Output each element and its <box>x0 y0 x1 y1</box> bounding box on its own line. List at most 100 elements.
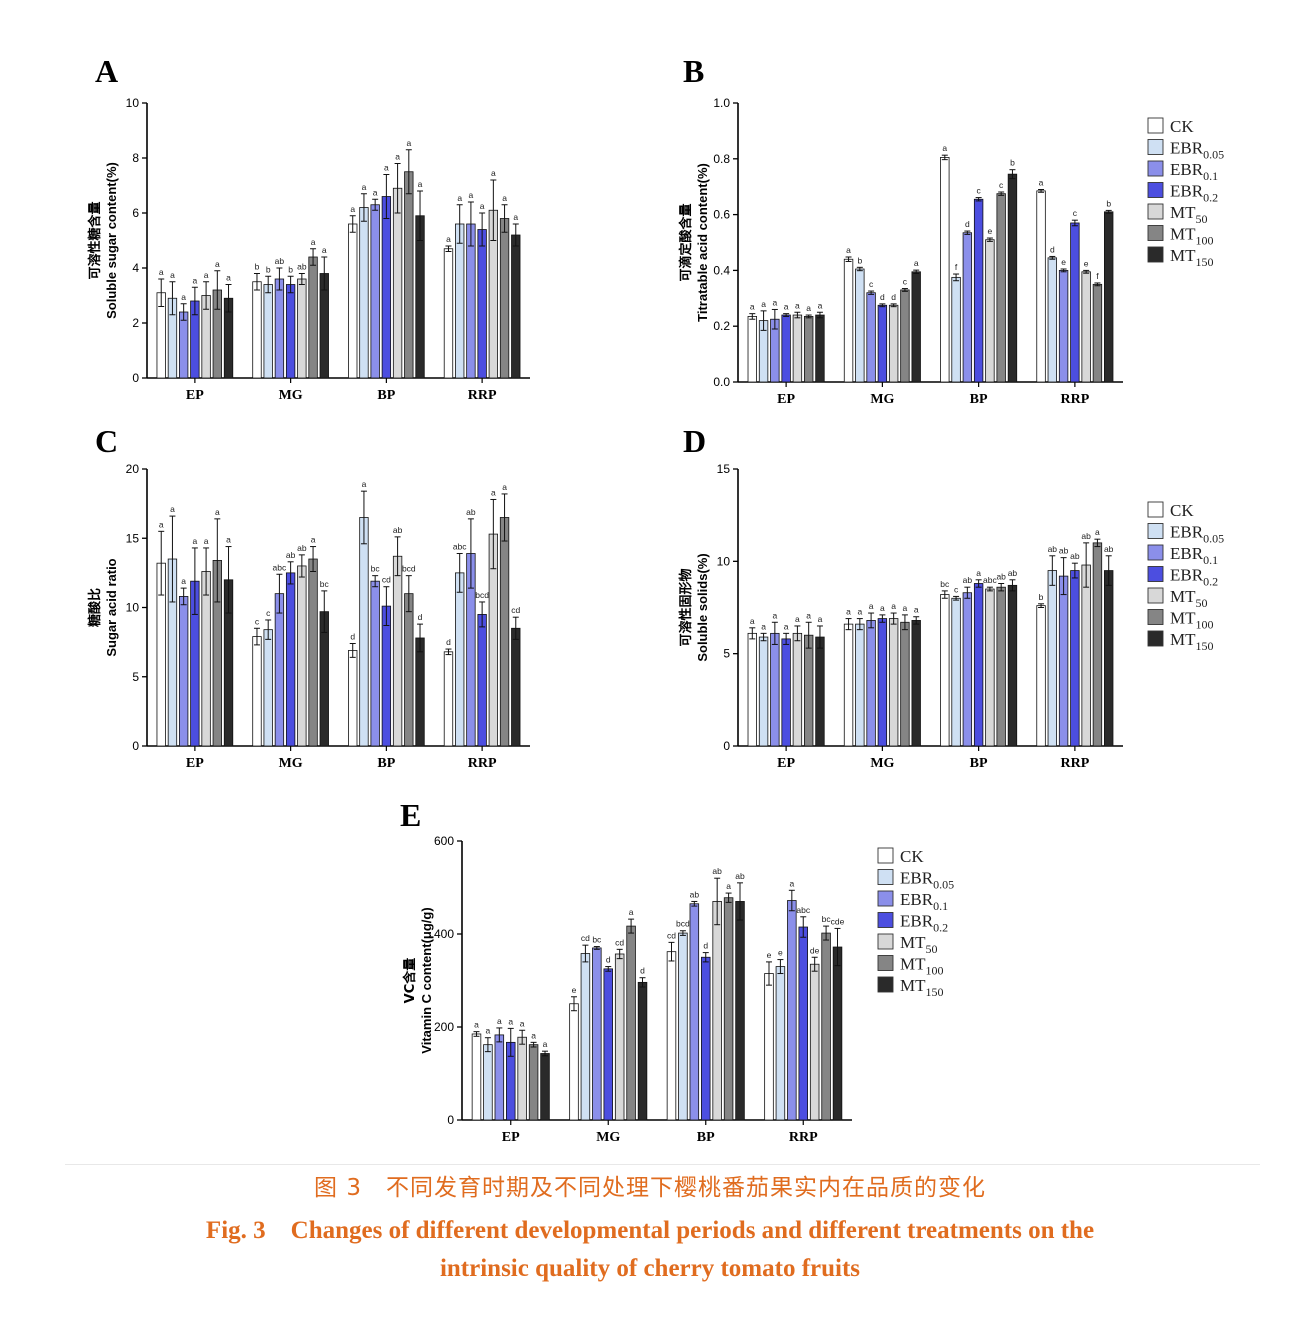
bar <box>201 571 211 747</box>
significance-letter: a <box>215 259 220 269</box>
significance-letter: a <box>513 212 518 222</box>
legend-swatch <box>1147 117 1164 134</box>
bar <box>263 284 273 379</box>
significance-letter: d <box>965 219 970 229</box>
significance-letter: bcd <box>402 564 416 574</box>
y-tick-label: 4 <box>132 261 139 275</box>
legend-swatch <box>1147 203 1164 220</box>
significance-letter: d <box>446 637 451 647</box>
bar <box>1070 570 1080 747</box>
significance-letter: a <box>891 601 896 611</box>
legend-swatch <box>877 890 894 907</box>
significance-letter: ab <box>1104 544 1114 554</box>
bar <box>1047 257 1058 383</box>
y-axis-title-english: Sugar acid ratio <box>104 558 119 656</box>
significance-letter: a <box>1039 177 1044 187</box>
legend-label: EBR0.1 <box>1170 160 1218 183</box>
bar <box>392 187 403 379</box>
bar <box>877 304 888 383</box>
bar <box>178 311 189 379</box>
legend-swatch <box>1147 566 1164 582</box>
significance-letter: c <box>869 279 874 289</box>
significance-letter: a <box>750 302 755 312</box>
significance-letter: ab <box>466 507 476 517</box>
significance-letter: a <box>789 878 794 888</box>
bar <box>747 632 757 747</box>
bar <box>494 1034 505 1121</box>
bar <box>1070 222 1080 383</box>
y-tick-label: 0.2 <box>713 319 730 333</box>
y-axis-title-english: Titratable acid content(%) <box>695 163 710 322</box>
y-axis-title-chinese: 可滴定酸含量 <box>678 203 694 281</box>
legend-label: EBR0.05 <box>900 869 954 892</box>
bar <box>985 588 995 747</box>
significance-letter: a <box>761 621 766 631</box>
bar <box>855 268 865 383</box>
bar <box>843 623 854 747</box>
bar <box>274 593 285 747</box>
bar <box>285 284 296 379</box>
significance-letter: a <box>543 1039 548 1049</box>
y-tick-label: 0 <box>447 1113 454 1127</box>
y-axis-title-chinese: VC含量 <box>402 958 418 1004</box>
bar <box>689 903 700 1121</box>
legend-swatch <box>877 976 894 993</box>
significance-letter: a <box>880 603 885 613</box>
caption-english-line2: intrinsic quality of cherry tomato fruit… <box>439 1255 861 1282</box>
significance-letter: d <box>606 955 611 965</box>
significance-letter: abc <box>983 575 997 585</box>
x-tick-label: RRP <box>1060 756 1089 771</box>
significance-letter: a <box>750 616 755 626</box>
bar <box>843 258 854 383</box>
legend-label: CK <box>1170 501 1194 520</box>
legend-swatch <box>877 933 894 950</box>
significance-letter: c <box>903 277 908 287</box>
significance-letter: ab <box>712 866 722 876</box>
bar <box>1058 269 1069 383</box>
bar <box>1104 211 1114 383</box>
bar <box>517 1036 527 1121</box>
bar <box>297 278 307 379</box>
significance-letter: b <box>288 264 293 274</box>
bar <box>370 580 380 747</box>
significance-letter: a <box>204 536 209 546</box>
legend-label: MT50 <box>900 933 938 956</box>
y-tick-label: 0.6 <box>713 208 730 222</box>
legend-swatch <box>877 847 894 864</box>
x-tick-label: RRP <box>468 756 497 771</box>
significance-letter: a <box>491 168 496 178</box>
x-tick-label: MG <box>596 1130 620 1145</box>
legend-label: MT100 <box>1170 225 1214 248</box>
significance-letter: a <box>806 303 811 313</box>
significance-letter: c <box>1073 208 1078 218</box>
significance-letter: a <box>193 275 198 285</box>
significance-letter: a <box>350 204 355 214</box>
significance-letter: b <box>255 262 260 272</box>
y-tick-label: 0 <box>723 739 730 753</box>
significance-letter: a <box>446 234 451 244</box>
significance-letter: a <box>181 576 186 586</box>
bar <box>973 198 984 383</box>
significance-letter: a <box>395 152 400 162</box>
bar <box>803 316 814 383</box>
y-axis-title-english: Vitamin C content(μg/g) <box>419 907 434 1053</box>
bar <box>499 218 510 379</box>
bar <box>443 248 454 379</box>
bar <box>855 623 865 747</box>
bar <box>443 651 454 747</box>
significance-letter: ab <box>1048 544 1058 554</box>
bar <box>528 1044 539 1121</box>
significance-letter: b <box>857 255 862 265</box>
bar <box>775 966 786 1121</box>
significance-letter: a <box>193 536 198 546</box>
significance-letter: a <box>784 621 789 631</box>
bar <box>285 572 296 747</box>
bar <box>911 271 921 383</box>
significance-letter: b <box>1010 158 1015 168</box>
legend-swatch <box>1147 160 1164 177</box>
bar <box>701 956 711 1121</box>
significance-letter: abc <box>453 541 467 551</box>
y-tick-label: 15 <box>126 531 140 545</box>
